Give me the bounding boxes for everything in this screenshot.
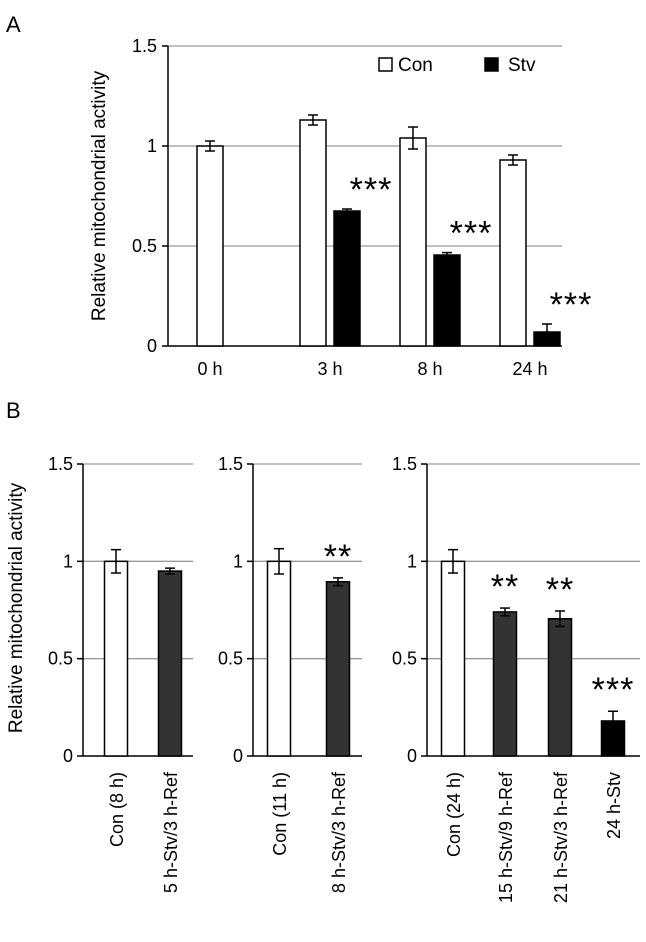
x-tick-label: 0 h: [197, 359, 222, 379]
panel-a-y-axis-label: Relative mitochondrial activity: [89, 70, 110, 321]
bar-con-0: [196, 145, 224, 347]
panel-b3-significance-label: **: [546, 571, 574, 609]
panel-b1-ytick-label: 0: [63, 746, 73, 766]
panel-b3-x-tick-label: 15 h-Stv/9 h-Ref: [496, 771, 516, 903]
panel-a-ytick-label: 1.5: [132, 36, 157, 56]
panel-b3-significance-label: ***: [592, 671, 635, 709]
chart-panel-b1: 0 0.5 1 1.5 Relative mitochondrial activity C…: [6, 454, 193, 893]
panel-b2-ytick-label: 0: [233, 746, 243, 766]
legend-label-stv: Stv: [508, 55, 536, 76]
panel-b2-x-tick-label: Con (11 h): [270, 772, 290, 856]
panel-b2-x-tick-label: 8 h-Stv/3 h-Ref: [329, 771, 349, 893]
bar-con-2: [399, 137, 427, 347]
panel-a-ytick-label: 0.5: [132, 236, 157, 256]
panel-b3-ytick-label: 0: [407, 746, 417, 766]
significance-label: ***: [450, 215, 493, 253]
panel-b3-x-tick-label: 24 h-Stv: [604, 772, 624, 839]
panel-b3-bar-2: [547, 618, 573, 757]
panel-b1-x-tick-label: Con (8 h): [107, 772, 127, 847]
panel-a-ytick-label: 1: [147, 136, 157, 156]
significance-label: ***: [350, 171, 393, 209]
chart-panel-a: 0 0.5 1 1.5 Relative mitochondrial activity 0…: [89, 36, 593, 379]
panel-b3-ytick-label: 0.5: [392, 649, 417, 669]
bar-stv-2: [433, 254, 461, 347]
panel-b1-ytick-label: 0.5: [48, 649, 73, 669]
legend: Con Stv: [378, 55, 536, 76]
panel-b3-bar-0: [440, 560, 466, 757]
legend-label-con: Con: [398, 55, 433, 76]
legend-swatch-con: [378, 57, 393, 72]
chart-panel-b3: 0 0.5 1 1.5 Con (24 h) ** 15 h-Stv/9 h-Ref ** 21…: [392, 454, 640, 903]
significance-label: ***: [550, 286, 593, 324]
panel-b1-bar-1: [157, 570, 183, 757]
panel-b2-ytick-label: 0.5: [218, 649, 243, 669]
legend-swatch-stv: [484, 57, 499, 72]
panel-b3-x-tick-label: Con (24 h): [444, 772, 464, 857]
bar-con-3: [499, 159, 527, 347]
panel-b3-significance-label: **: [491, 568, 519, 606]
x-tick-label: 24 h: [512, 359, 547, 379]
panel-b2-ytick-label: 1: [233, 551, 243, 571]
panel-b2-bar-0: [266, 560, 292, 757]
panel-b1-ytick-label: 1: [63, 551, 73, 571]
panel-b1-ytick-label: 1.5: [48, 454, 73, 474]
panel-b1-x-tick-label: 5 h-Stv/3 h-Ref: [161, 771, 181, 893]
bar-stv-1: [333, 210, 361, 347]
panel-b2-significance-label: **: [324, 538, 352, 576]
panel-b3-ytick-label: 1.5: [392, 454, 417, 474]
bar-con-1: [299, 119, 327, 347]
panel-b3-x-tick-label: 21 h-Stv/3 h-Ref: [551, 771, 571, 903]
panel-b3-bar-1: [492, 611, 518, 757]
panel-b2-bar-1: [325, 581, 351, 757]
chart-panel-b2: 0 0.5 1 1.5 Con (11 h) ** 8 h-Stv/3 h-Ref: [218, 454, 362, 893]
panel-b3-ytick-label: 1: [407, 551, 417, 571]
panel-a-ytick-label: 0: [147, 336, 157, 356]
x-tick-label: 3 h: [317, 359, 342, 379]
panel-label-b: B: [6, 398, 21, 423]
panel-b1-y-axis-label: Relative mitochondrial activity: [6, 482, 27, 733]
x-tick-label: 8 h: [417, 359, 442, 379]
panel-b2-ytick-label: 1.5: [218, 454, 243, 474]
panel-b1-bar-0: [103, 560, 129, 757]
panel-label-a: A: [6, 12, 21, 37]
